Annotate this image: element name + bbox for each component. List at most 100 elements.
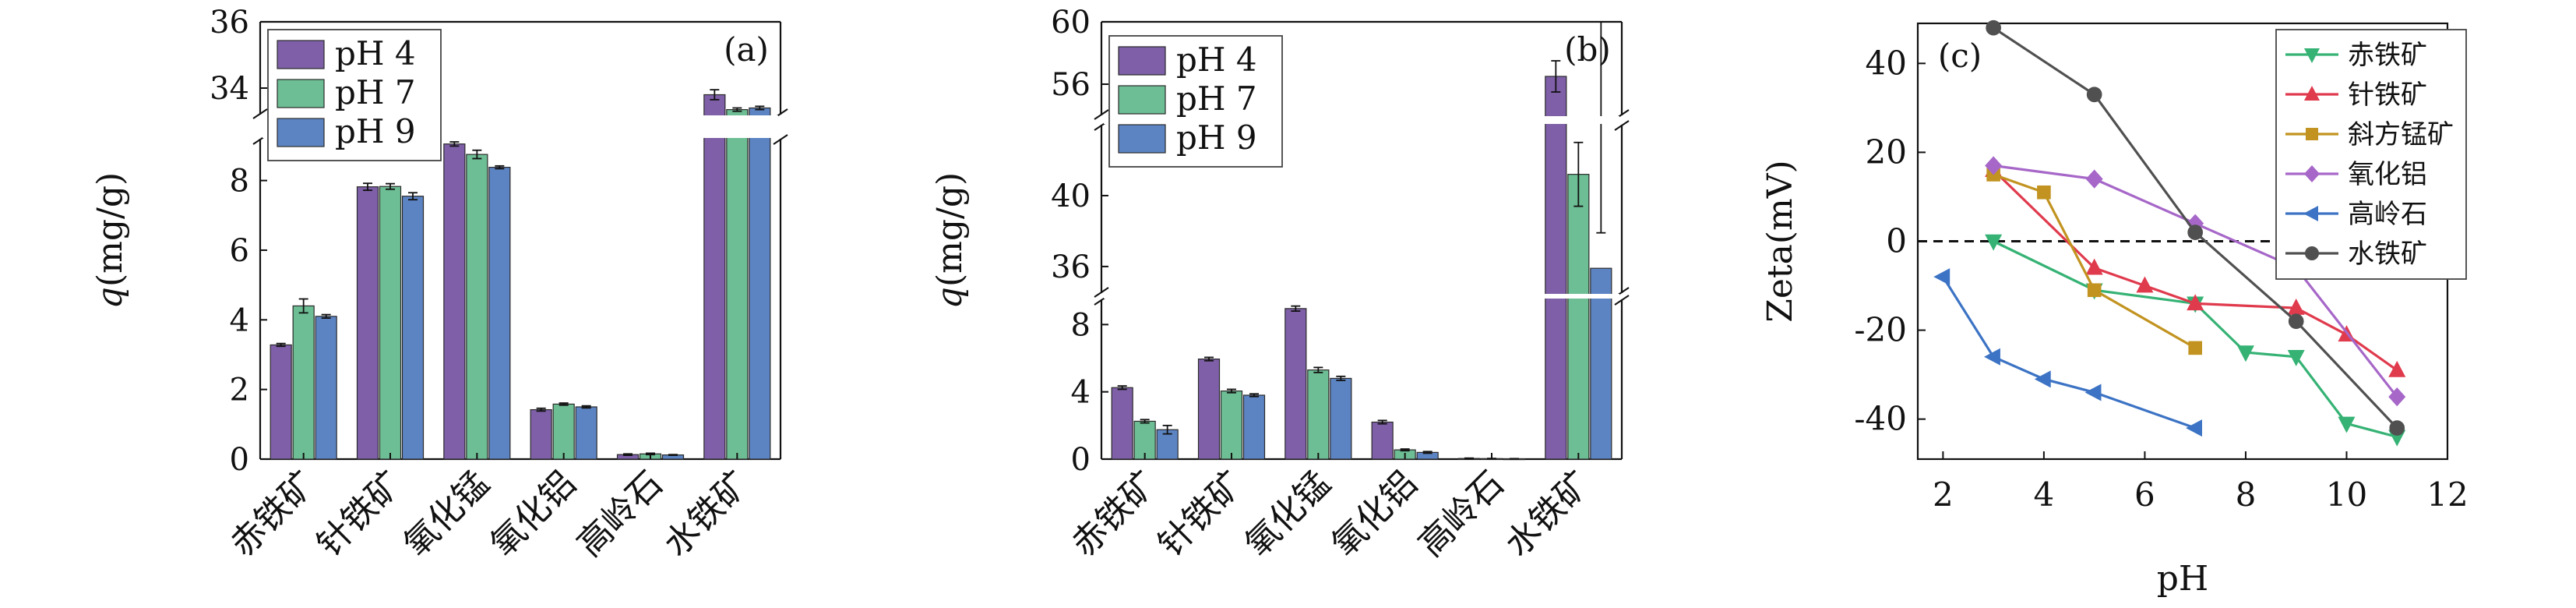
y-tick-label: 0 — [1071, 442, 1091, 478]
data-point-1-6 — [2388, 360, 2406, 377]
bar-ph-7-0 — [292, 305, 315, 460]
bar-ph-9-2 — [488, 167, 511, 460]
bar-ph-4-3 — [1371, 421, 1394, 460]
data-point-0-0 — [1985, 234, 2003, 251]
y-tick-label: 40 — [1051, 179, 1091, 214]
axis-break-mark — [1614, 120, 1630, 131]
x-tick-label: 针铁矿 — [309, 464, 410, 564]
x-tick-label: 2 — [1933, 475, 1954, 514]
data-point-4-2 — [2034, 370, 2051, 388]
bar-ph-9-1 — [401, 196, 425, 460]
data-point-5-4 — [2389, 420, 2405, 436]
legend-swatch-ph-7 — [277, 79, 325, 108]
bar-ph-4-2 — [1284, 308, 1307, 460]
legend-label: 赤铁矿 — [2348, 40, 2427, 71]
legend-marker-0 — [2304, 48, 2320, 63]
legend-label: pH 9 — [335, 112, 416, 150]
y-axis-label: Zeta(mV) — [1760, 160, 1800, 322]
legend: pH 4pH 7pH 9 — [267, 29, 442, 161]
y-tick-label: 56 — [1051, 67, 1091, 103]
bar-ph-4-3 — [530, 408, 552, 460]
bar-ph-4-5 — [1545, 76, 1567, 460]
axis-break-gap — [1104, 116, 1619, 124]
x-tick-label: 水铁矿 — [1498, 464, 1598, 564]
y-tick-label: 0 — [230, 442, 249, 478]
bar-ph-4-2 — [443, 143, 466, 460]
y-tick-label: 40 — [1866, 44, 1907, 82]
y-tick-label: -20 — [1854, 311, 1907, 349]
data-point-5-1 — [2086, 87, 2102, 103]
data-point-1-3 — [2187, 294, 2204, 311]
legend-label: pH 7 — [1176, 80, 1257, 118]
data-point-0-5 — [2338, 416, 2356, 433]
legend-marker-4 — [2303, 206, 2318, 221]
y-tick-label: 34 — [210, 71, 249, 107]
y-tick-label: 36 — [210, 5, 249, 41]
data-point-2-1 — [2037, 185, 2051, 200]
x-tick-label: 高岭石 — [569, 464, 670, 564]
y-tick-label: 2 — [230, 373, 249, 408]
data-point-5-0 — [1986, 19, 2001, 36]
y-axis-label-unit: (mg/g) — [90, 172, 130, 287]
x-tick-label: 水铁矿 — [657, 464, 757, 564]
y-tick-label: -40 — [1854, 400, 1907, 438]
y-axis-label-symbol: q — [90, 287, 130, 309]
x-tick-label: 氧化锰 — [396, 464, 497, 564]
legend-label: 高岭石 — [2348, 199, 2427, 230]
panel-label: (a) — [724, 30, 769, 69]
legend-marker-2 — [2306, 128, 2318, 140]
data-point-5-3 — [2288, 313, 2304, 330]
data-point-5-2 — [2187, 224, 2204, 240]
series-5 — [1986, 19, 2405, 436]
x-tick-label: 10 — [2326, 475, 2367, 514]
bar-ph-9-5 — [1590, 267, 1612, 460]
data-point-1-1 — [2085, 258, 2103, 275]
bar-ph-9-1 — [1242, 394, 1266, 460]
data-point-4-4 — [2186, 419, 2202, 437]
x-tick-label: 赤铁矿 — [223, 464, 323, 564]
axis-break-mark — [252, 108, 268, 119]
x-tick-label: 12 — [2426, 475, 2468, 514]
y-tick-label: 0 — [1886, 222, 1907, 260]
series-line-2 — [1993, 173, 2196, 349]
data-point-0-4 — [2287, 350, 2305, 366]
legend: pH 4pH 7pH 9 — [1108, 35, 1283, 168]
y-tick-label: 6 — [230, 233, 249, 269]
legend-marker-1 — [2304, 86, 2320, 101]
bar-ph-7-2 — [466, 154, 488, 460]
legend-label: pH 7 — [335, 73, 416, 111]
panel-label: (b) — [1564, 30, 1611, 69]
bar-ph-7-1 — [1220, 391, 1243, 460]
legend-label: 水铁矿 — [2348, 239, 2427, 270]
data-point-3-0 — [1985, 156, 2003, 175]
data-point-4-3 — [2084, 384, 2102, 401]
axis-break-mark — [773, 134, 788, 145]
y-tick-label: 20 — [1866, 133, 1907, 171]
data-point-1-4 — [2287, 298, 2305, 315]
x-tick-label: 针铁矿 — [1151, 464, 1251, 564]
data-point-3-1 — [2085, 169, 2103, 189]
data-point-1-2 — [2136, 276, 2154, 293]
data-point-2-3 — [2188, 341, 2202, 355]
bar-ph-4-5 — [703, 94, 726, 460]
x-tick-label: 6 — [2134, 475, 2155, 514]
bar-ph-7-1 — [379, 186, 402, 460]
legend-label: pH 4 — [1176, 41, 1257, 79]
legend-label: pH 4 — [335, 34, 416, 72]
legend-label: 氧化铝 — [2348, 159, 2427, 190]
legend-swatch-ph-7 — [1118, 85, 1166, 115]
data-point-0-3 — [2236, 345, 2254, 362]
x-tick-label: 氧化铝 — [1324, 464, 1425, 564]
y-tick-label: 8 — [1071, 307, 1091, 343]
x-tick-label: 氧化铝 — [483, 464, 583, 564]
legend-swatch-ph-4 — [1118, 46, 1166, 76]
bar-ph-7-5 — [1567, 174, 1590, 460]
bar-ph-9-5 — [749, 107, 771, 460]
legend-label: pH 9 — [1176, 118, 1257, 157]
axis-break-gap — [1104, 294, 1619, 299]
bar-ph-9-0 — [315, 316, 337, 460]
bar-ph-7-5 — [726, 109, 749, 460]
bar-ph-7-2 — [1307, 369, 1330, 460]
